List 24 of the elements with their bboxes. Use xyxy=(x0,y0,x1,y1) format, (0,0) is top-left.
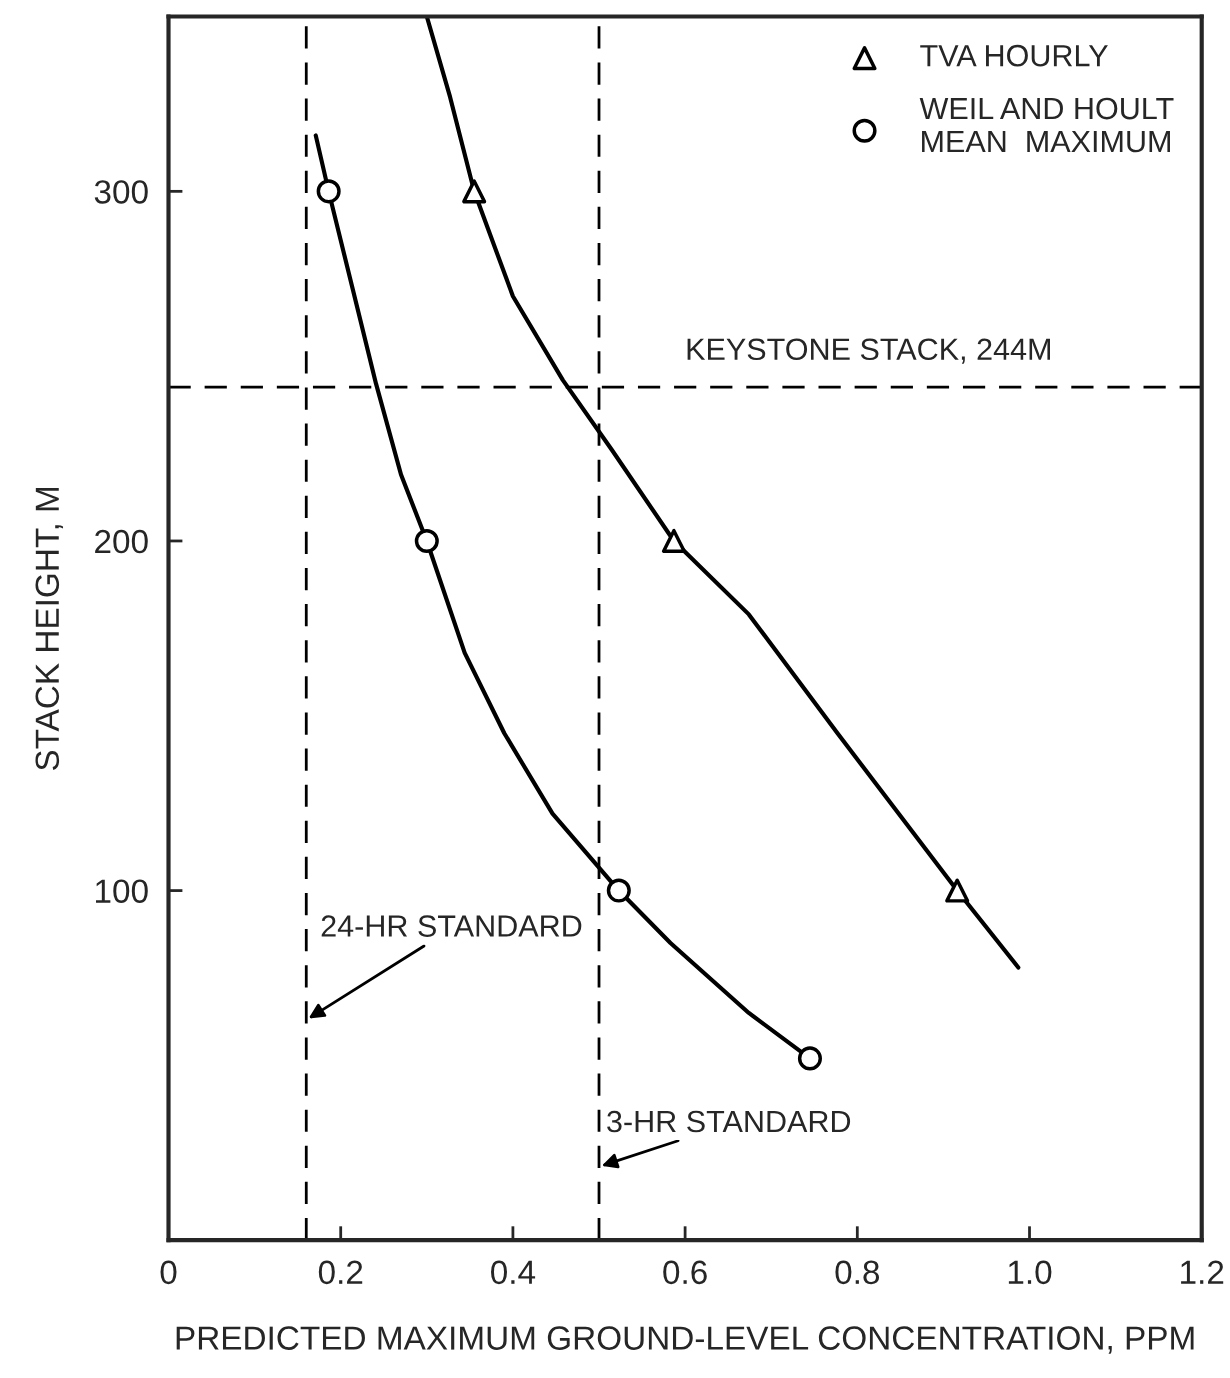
point xyxy=(945,878,970,903)
ref-line-label: KEYSTONE STACK, 244M xyxy=(687,338,1050,364)
x-tick-label: 1.2 xyxy=(1181,1260,1224,1284)
x-tick-label: 0.2 xyxy=(318,1260,363,1285)
ref-line-label: 24-HR STANDARD xyxy=(321,915,582,937)
y-tick-label: 300 xyxy=(94,180,148,204)
legend-label: WEIL AND HOULT MEAN MAXIMUM xyxy=(919,97,1174,153)
x-tick-label: 0.6 xyxy=(663,1260,707,1285)
point xyxy=(414,528,439,553)
x-tick-label: 0.8 xyxy=(835,1260,880,1285)
point xyxy=(316,179,341,204)
legend-label: TVA HOURLY xyxy=(920,44,1108,67)
x-tick-label: 0.4 xyxy=(491,1260,536,1285)
x-axis-title: PREDICTED MAXIMUM GROUND-LEVEL CONCENTRATION, PPM xyxy=(176,1326,1194,1354)
y-tick-label: 200 xyxy=(95,529,148,554)
point xyxy=(462,179,487,204)
x-tick-label: 1.0 xyxy=(1008,1260,1052,1285)
y-axis-title: STACK HEIGHT, M xyxy=(35,487,64,771)
ref-line-label: 3-HR STANDARD xyxy=(607,1110,851,1133)
y-tick-label: 100 xyxy=(96,879,148,903)
point xyxy=(661,528,686,553)
x-tick-label: 0 xyxy=(160,1260,177,1285)
point xyxy=(606,878,631,903)
point xyxy=(797,1046,822,1071)
